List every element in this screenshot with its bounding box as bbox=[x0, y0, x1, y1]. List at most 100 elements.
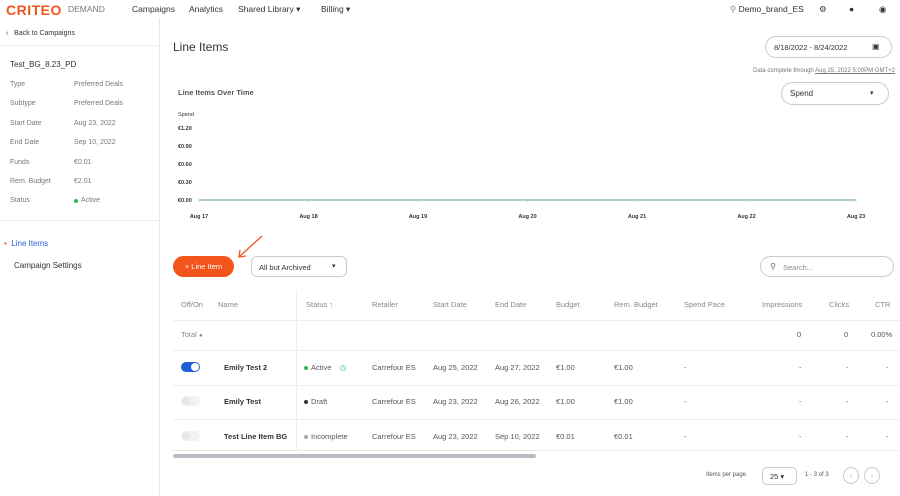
detail-value: Sep 10, 2022 bbox=[74, 139, 116, 147]
status-dot bbox=[74, 198, 78, 203]
column-header[interactable]: Start Date bbox=[433, 300, 467, 309]
criteo-logo[interactable]: CRITEO bbox=[6, 2, 62, 18]
cell-retailer: Carrefour ES bbox=[372, 432, 416, 441]
items-per-page-label: Items per page bbox=[706, 472, 747, 478]
detail-value: Preferred Deals bbox=[74, 100, 124, 108]
user-icon[interactable]: ◉ bbox=[879, 4, 887, 14]
account-switcher[interactable]: ⚲ Demo_brand_ES bbox=[730, 4, 804, 14]
prev-page-button[interactable]: ‹ bbox=[843, 467, 859, 484]
cell-end: Aug 26, 2022 bbox=[495, 397, 540, 406]
line-item-status: Draft bbox=[304, 397, 327, 406]
cell-end: Sep 10, 2022 bbox=[495, 432, 540, 441]
cell-end: Aug 27, 2022 bbox=[495, 363, 540, 372]
column-header[interactable]: Budget bbox=[556, 300, 580, 309]
cell-rem: €0.01 bbox=[614, 432, 633, 441]
x-tick-label: Aug 21 bbox=[628, 214, 646, 220]
info-icon: ● bbox=[198, 333, 203, 339]
x-tick-label: Aug 23 bbox=[847, 214, 865, 220]
chart-title: Line Items Over Time bbox=[178, 88, 254, 97]
on-off-toggle[interactable] bbox=[181, 396, 200, 406]
cell-rem: €1.00 bbox=[614, 363, 633, 372]
detail-value: Active bbox=[74, 197, 100, 204]
cell-clicks: - bbox=[846, 397, 849, 406]
column-header[interactable]: Impressions bbox=[762, 300, 803, 309]
items-per-page-select[interactable]: 25 ▾ bbox=[762, 467, 797, 485]
cell-start: Aug 23, 2022 bbox=[433, 397, 478, 406]
column-header[interactable]: CTR bbox=[875, 300, 891, 309]
row-divider bbox=[173, 450, 900, 451]
y-tick-label: €0.00 bbox=[178, 198, 192, 204]
x-tick-label: Aug 20 bbox=[518, 214, 536, 220]
add-line-item-button[interactable]: + Line Item bbox=[173, 256, 234, 277]
cell-ctr: - bbox=[886, 363, 889, 372]
cell-budget: €1.00 bbox=[556, 397, 575, 406]
line-item-status: Incomplete bbox=[304, 432, 348, 441]
search-input[interactable]: ⚲ Search... bbox=[760, 256, 894, 277]
date-range-picker[interactable]: 8/18/2022 - 8/24/2022 ▣ bbox=[765, 36, 892, 58]
line-item-name[interactable]: Test Line Item BG bbox=[224, 432, 288, 441]
x-tick-label: Aug 17 bbox=[190, 214, 208, 220]
divider bbox=[0, 45, 160, 46]
detail-label: End Date bbox=[10, 139, 40, 147]
chevron-left-icon: ‹ bbox=[6, 30, 15, 37]
total-clicks: 0 bbox=[844, 330, 849, 339]
cell-retailer: Carrefour ES bbox=[372, 363, 416, 372]
column-header[interactable]: Rem. Budget bbox=[614, 300, 658, 309]
cell-pace: - bbox=[684, 397, 687, 406]
line-item-name[interactable]: Emily Test 2 bbox=[224, 363, 268, 372]
gear-icon[interactable]: ⚙ bbox=[819, 4, 827, 14]
on-off-toggle[interactable] bbox=[181, 431, 200, 441]
nav-analytics[interactable]: Analytics bbox=[189, 4, 224, 14]
back-to-campaigns[interactable]: ‹ Back to Campaigns bbox=[6, 30, 75, 37]
y-tick-label: €0.90 bbox=[178, 144, 192, 150]
sidebar-item-campaign-settings[interactable]: Campaign Settings bbox=[14, 261, 82, 270]
column-header[interactable]: Clicks bbox=[829, 300, 849, 309]
cell-impr: - bbox=[799, 432, 802, 441]
product-name: DEMAND bbox=[68, 4, 105, 14]
nav-billing[interactable]: Billing ▾ bbox=[321, 4, 351, 14]
nav-campaigns[interactable]: Campaigns bbox=[132, 4, 175, 14]
cell-budget: €1.00 bbox=[556, 363, 575, 372]
column-header[interactable]: End Date bbox=[495, 300, 527, 309]
y-tick-label: €0.30 bbox=[178, 180, 192, 186]
cell-ctr: - bbox=[886, 432, 889, 441]
row-divider bbox=[173, 350, 900, 351]
top-nav: CRITEO DEMAND Campaigns Analytics Shared… bbox=[0, 0, 900, 18]
row-divider bbox=[173, 320, 900, 321]
cell-impr: - bbox=[799, 363, 802, 372]
chart-y-label: Spend bbox=[178, 112, 194, 118]
metric-select[interactable]: Spend ▾ bbox=[781, 82, 889, 105]
status-filter-select[interactable]: All but Archived ▾ bbox=[251, 256, 347, 277]
detail-value: €0.01 bbox=[74, 158, 92, 166]
total-impressions: 0 bbox=[797, 330, 802, 339]
caret-down-icon: ▾ bbox=[332, 263, 336, 270]
page-title: Line Items bbox=[173, 40, 229, 54]
on-off-toggle[interactable] bbox=[181, 362, 200, 372]
campaign-name: Test_BG_8.23_PD bbox=[10, 60, 77, 69]
pagination-range: 1 - 3 of 3 bbox=[805, 472, 829, 478]
cell-ctr: - bbox=[886, 397, 889, 406]
cell-start: Aug 25, 2022 bbox=[433, 363, 478, 372]
next-page-button[interactable]: › bbox=[864, 467, 880, 484]
nav-shared-library[interactable]: Shared Library ▾ bbox=[238, 4, 301, 14]
total-ctr: 0.00% bbox=[871, 330, 893, 339]
line-item-name[interactable]: Emily Test bbox=[224, 397, 261, 406]
sidebar: ‹ Back to Campaigns Test_BG_8.23_PD Type… bbox=[0, 18, 160, 496]
help-icon[interactable]: ● bbox=[849, 4, 855, 14]
sidebar-item-line-items[interactable]: • Line Items bbox=[4, 239, 49, 248]
x-tick-label: Aug 19 bbox=[409, 214, 427, 220]
y-tick-label: €1.20 bbox=[178, 126, 192, 132]
cell-pace: - bbox=[684, 432, 687, 441]
detail-value: Aug 23, 2022 bbox=[74, 119, 116, 127]
detail-label: Type bbox=[10, 81, 26, 88]
column-header[interactable]: Spend Pace bbox=[684, 300, 725, 309]
divider bbox=[0, 220, 160, 221]
column-header[interactable]: Retailer bbox=[372, 300, 398, 309]
y-tick-label: €0.60 bbox=[178, 162, 192, 168]
cell-start: Aug 23, 2022 bbox=[433, 432, 478, 441]
horizontal-scrollbar[interactable] bbox=[173, 454, 536, 458]
detail-label: Funds bbox=[10, 158, 30, 166]
column-header[interactable]: Status ↑ bbox=[306, 300, 334, 309]
x-tick-label: Aug 22 bbox=[737, 214, 755, 220]
